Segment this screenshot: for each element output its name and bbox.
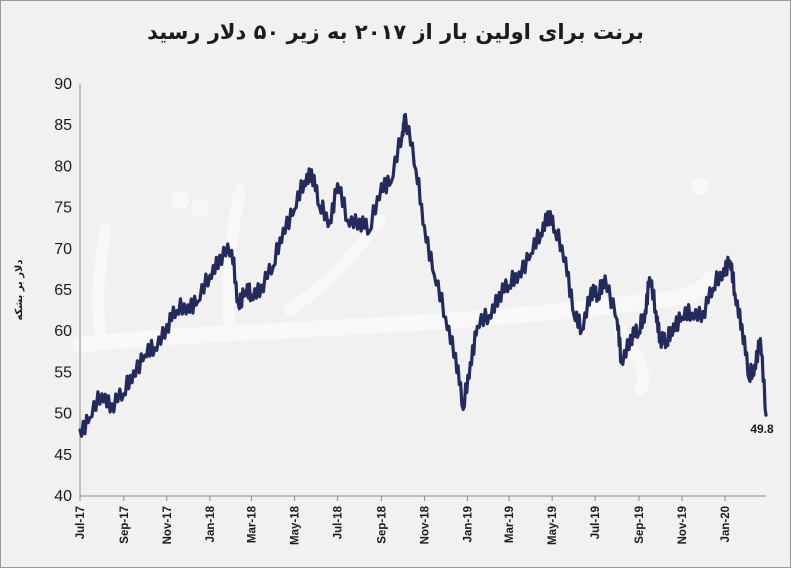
x-tick-label: Mar-19 (504, 506, 516, 543)
x-tick-label: Sep-19 (634, 506, 646, 544)
x-tick-label: Jan-20 (720, 506, 732, 542)
y-tick-label: 60 (54, 323, 72, 340)
axes (79, 84, 766, 501)
x-tick-label: Sep-18 (376, 505, 388, 543)
y-tick-label: 80 (54, 158, 72, 175)
x-tick-label: May-18 (290, 505, 302, 545)
y-tick-label: 65 (54, 282, 72, 299)
watermark-stroke (72, 270, 720, 353)
x-tick-label: Jan-18 (205, 505, 217, 542)
y-tick-label: 50 (54, 406, 72, 423)
y-tick-label: 40 (54, 488, 72, 505)
series-layer (78, 112, 768, 438)
x-tick-label: Nov-17 (162, 506, 174, 544)
series-line-brent (78, 112, 768, 438)
data-label-last: 49.8 (750, 422, 774, 436)
x-tick-label: Sep-17 (119, 506, 131, 544)
y-tick-label: 85 (54, 117, 72, 134)
x-tick-label: Nov-18 (419, 505, 431, 544)
watermark-glyph (91, 224, 111, 336)
x-tick-label: Nov-19 (677, 506, 689, 544)
x-tick-label: Jul-19 (590, 506, 602, 539)
y-tick-label: 45 (54, 447, 72, 464)
watermark-dot (171, 191, 189, 209)
x-tick-label: Mar-18 (247, 505, 259, 543)
x-tick-label: Jan-19 (462, 506, 474, 542)
x-tick-label: May-19 (547, 506, 559, 545)
x-tick-label: Jul-17 (75, 506, 87, 539)
watermark-glyph (614, 324, 650, 396)
y-tick-label: 75 (54, 200, 72, 217)
x-tick-label: Jul-18 (333, 505, 345, 539)
watermark (72, 177, 720, 396)
chart-title: برنت برای اولین بار از ۲۰۱۷ به زیر ۵۰ دل… (147, 20, 644, 44)
watermark-glyph (222, 184, 246, 336)
label-layer: 40 45 50 55 60 65 70 75 80 85 90 Jul-17 Sep-17 Nov-17… (14, 76, 774, 545)
y-tick-label: 55 (54, 364, 72, 381)
watermark-dot (691, 177, 709, 195)
y-tick-label: 90 (54, 76, 72, 93)
y-axis-label: دلار بر بشکه (14, 259, 25, 320)
watermark-dot (191, 199, 209, 217)
y-tick-label: 70 (54, 241, 72, 258)
